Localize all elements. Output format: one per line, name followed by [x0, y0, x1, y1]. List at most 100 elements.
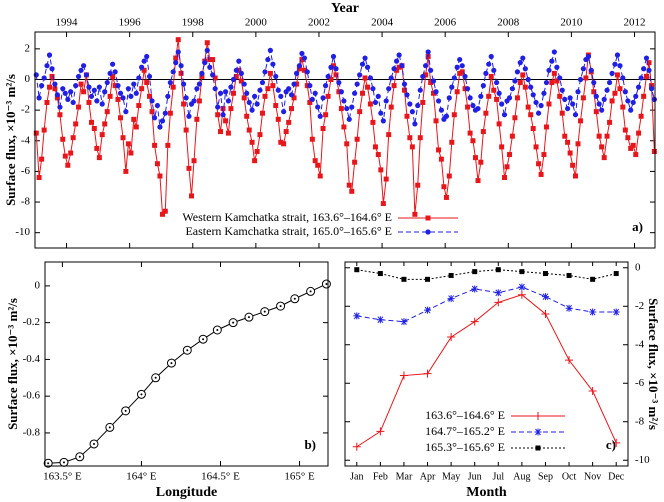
- marker-circle: [70, 99, 76, 106]
- marker-square: [220, 106, 226, 112]
- marker: [86, 84, 92, 90]
- marker-square: [651, 148, 657, 154]
- marker: [166, 358, 176, 368]
- marker: [496, 121, 502, 127]
- marker: [599, 107, 605, 113]
- marker-square: [541, 152, 547, 158]
- marker-dot: [216, 329, 219, 331]
- marker-dot: [325, 283, 328, 286]
- marker: [449, 139, 455, 145]
- marker-circle: [501, 112, 508, 118]
- marker-circle: [454, 64, 460, 70]
- marker: [501, 112, 508, 118]
- marker: [296, 63, 303, 69]
- marker-circle: [567, 95, 573, 101]
- marker: [470, 138, 476, 144]
- marker-circle: [154, 102, 161, 109]
- marker-square: [118, 115, 124, 121]
- marker: [580, 95, 586, 101]
- marker: [46, 52, 53, 58]
- marker-dot: [263, 310, 266, 313]
- marker-square: [396, 64, 402, 70]
- marker: [198, 334, 208, 344]
- marker-square: [596, 133, 602, 139]
- marker: [352, 159, 358, 165]
- marker-circle: [349, 104, 355, 110]
- marker-circle: [131, 81, 137, 87]
- marker: [630, 99, 636, 106]
- marker: [428, 80, 434, 86]
- marker-circle: [354, 81, 360, 87]
- marker-square: [354, 267, 360, 273]
- marker: [517, 60, 523, 66]
- marker-square: [52, 86, 58, 92]
- marker: [112, 69, 118, 75]
- marker-circle: [625, 98, 631, 104]
- marker: [593, 109, 599, 115]
- marker-circle: [278, 93, 284, 99]
- marker-square: [230, 90, 236, 96]
- marker-circle: [475, 105, 481, 112]
- marker-square: [312, 158, 318, 164]
- marker: [123, 168, 129, 174]
- marker-circle: [286, 86, 292, 92]
- marker-square: [70, 135, 76, 141]
- marker: [651, 148, 657, 154]
- marker: [609, 70, 615, 76]
- y-tick-label: -0.4: [23, 353, 41, 365]
- marker-square: [431, 90, 437, 96]
- marker: [457, 56, 463, 63]
- y-tick-label: -10: [635, 454, 650, 466]
- marker-square: [346, 182, 352, 188]
- marker-square: [636, 130, 642, 136]
- marker: [110, 73, 116, 79]
- marker-square: [257, 132, 263, 138]
- marker: [139, 64, 145, 70]
- marker-dot: [186, 349, 189, 352]
- marker-circle: [486, 61, 492, 67]
- marker: [230, 90, 236, 96]
- marker: [273, 73, 279, 80]
- marker-square: [625, 135, 631, 141]
- marker: [491, 67, 497, 73]
- marker: [273, 103, 279, 109]
- marker: [99, 132, 105, 138]
- marker-square: [333, 72, 339, 78]
- marker: [44, 99, 50, 105]
- marker-circle: [506, 95, 513, 101]
- marker-circle: [33, 72, 39, 78]
- marker-circle: [483, 70, 489, 76]
- marker: [636, 130, 642, 136]
- x-tick-label: 2008: [497, 17, 520, 29]
- marker-square: [417, 135, 423, 141]
- marker: [299, 57, 305, 63]
- marker: [52, 86, 58, 92]
- marker: [62, 153, 68, 159]
- marker-square: [68, 150, 74, 156]
- marker-circle: [222, 89, 229, 95]
- marker: [241, 95, 247, 101]
- marker-circle: [68, 89, 74, 95]
- y-tick-label: 2: [25, 42, 31, 54]
- marker: [475, 178, 481, 184]
- marker: [118, 115, 124, 121]
- marker-square: [643, 73, 649, 79]
- marker-circle: [78, 67, 84, 73]
- marker: [262, 93, 268, 99]
- marker: [212, 75, 218, 81]
- y-tick-label: -10: [15, 226, 30, 238]
- marker: [290, 294, 300, 304]
- marker-circle: [514, 69, 521, 75]
- marker-circle: [538, 102, 544, 109]
- marker-circle: [183, 95, 189, 101]
- marker: [535, 445, 541, 451]
- marker-square: [228, 106, 234, 112]
- marker-circle: [359, 61, 366, 67]
- x-tick-label: 2004: [371, 17, 394, 29]
- plot-frame: [34, 31, 656, 249]
- marker-square: [604, 133, 610, 139]
- x-tick-label: 164.5° E: [201, 471, 240, 483]
- panel-label: b): [304, 437, 316, 452]
- marker: [80, 63, 87, 69]
- marker: [433, 89, 439, 95]
